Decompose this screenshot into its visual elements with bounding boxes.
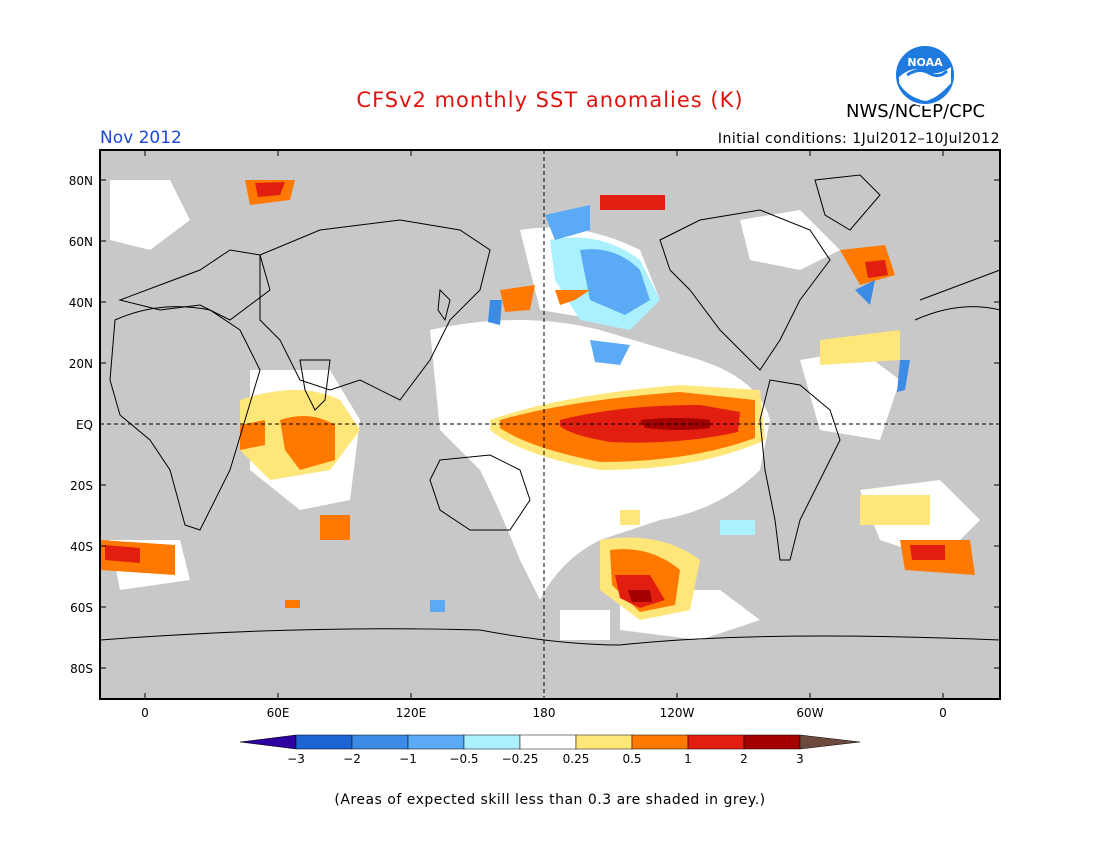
- colorbar-segment: [687, 734, 745, 750]
- colorbar-label: 3: [796, 752, 804, 766]
- colorbar-segment: [463, 734, 521, 750]
- colorbar-segment: [743, 734, 801, 750]
- colorbar-label: 1: [684, 752, 692, 766]
- colorbar-segment: [575, 734, 633, 750]
- lon-label: 60W: [796, 706, 823, 720]
- lon-label: 120E: [396, 706, 427, 720]
- initial-conditions: Initial conditions: 1Jul2012–10Jul2012: [717, 131, 1000, 147]
- colorbar-segment: [519, 734, 577, 750]
- lat-label: 40S: [70, 540, 93, 554]
- lon-label: 120W: [660, 706, 695, 720]
- skill-note: (Areas of expected skill less than 0.3 a…: [334, 792, 766, 808]
- lon-label: 180: [533, 706, 556, 720]
- lat-label: 40N: [69, 296, 93, 310]
- colorbar-arrow-high: [799, 734, 861, 750]
- colorbar-arrow-low: [239, 734, 297, 750]
- longitude-axis: 0 60E 120E 180 120W 60W 0: [141, 150, 947, 720]
- agency-label: NWS/NCEP/CPC: [846, 101, 986, 122]
- lat-label: EQ: [76, 418, 93, 432]
- lon-label: 0: [939, 706, 947, 720]
- forecast-month: Nov 2012: [100, 128, 182, 148]
- lat-label: 20S: [70, 479, 93, 493]
- lat-label: 60S: [70, 601, 93, 615]
- anomaly-patches: [100, 180, 975, 620]
- colorbar-segment: [295, 734, 353, 750]
- noaa-logo: NOAA: [894, 44, 956, 106]
- coastlines: [99, 174, 1001, 646]
- colorbar-segment: [407, 734, 465, 750]
- lon-label: 0: [141, 706, 149, 720]
- colorbar-segment: [351, 734, 409, 750]
- latitude-axis: 80N 60N 40N 20N EQ 20S 40S 60S 80S: [69, 174, 1000, 676]
- colorbar-label: 2: [740, 752, 748, 766]
- logo-text: NOAA: [907, 56, 943, 69]
- map-frame: [99, 149, 1001, 700]
- lat-label: 20N: [69, 357, 93, 371]
- lat-label: 80S: [70, 662, 93, 676]
- map-title: CFSv2 monthly SST anomalies (K): [356, 88, 744, 112]
- colorbar-label: −1: [399, 752, 417, 766]
- colorbar-label: −2: [343, 752, 361, 766]
- colorbar-label: 0.5: [622, 752, 641, 766]
- colorbar: −3 −2 −1 −0.5 −0.25 0.25 0.5 1 2 3: [239, 734, 861, 766]
- colorbar-label: −3: [287, 752, 305, 766]
- lon-label: 60E: [267, 706, 290, 720]
- colorbar-segment: [631, 734, 689, 750]
- colorbar-label: −0.5: [449, 752, 478, 766]
- colorbar-label: 0.25: [563, 752, 590, 766]
- colorbar-label: −0.25: [502, 752, 539, 766]
- lat-label: 80N: [69, 174, 93, 188]
- lat-label: 60N: [69, 235, 93, 249]
